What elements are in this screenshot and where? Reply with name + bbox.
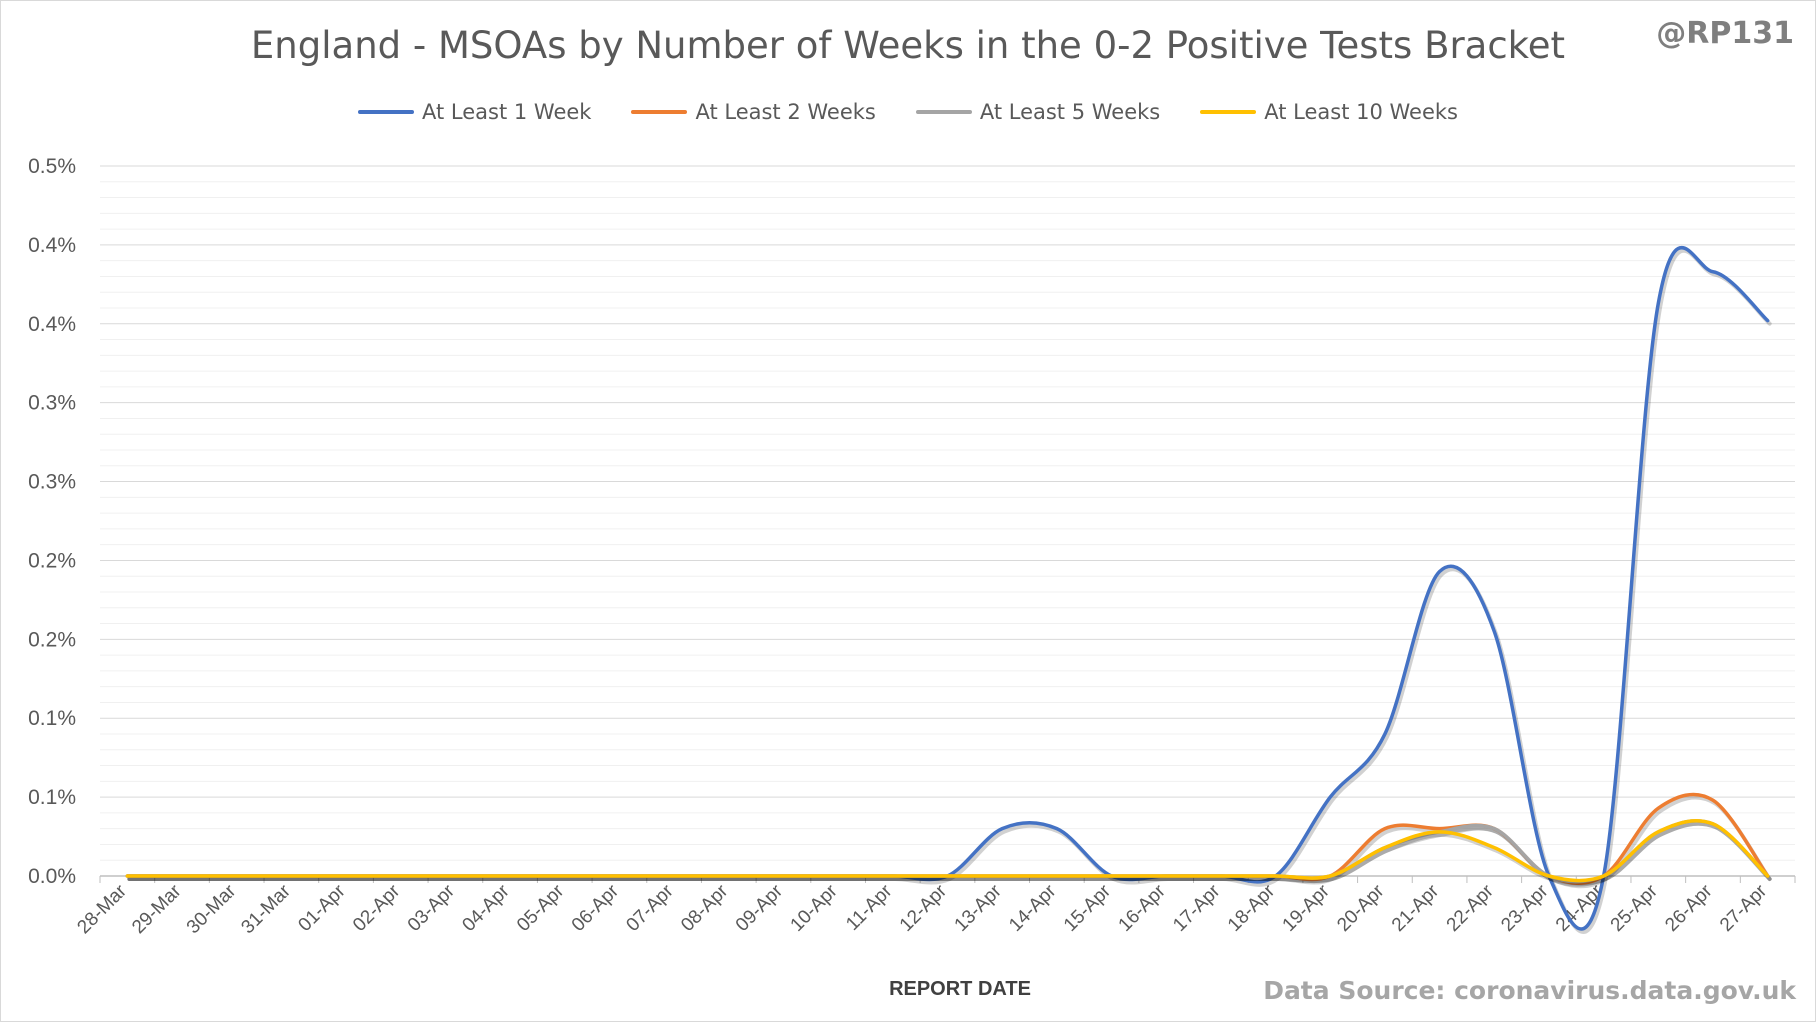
x-tick-label: 30-Mar [183, 880, 241, 938]
legend-item-at-least-2-weeks: At Least 2 Weeks [631, 100, 876, 124]
legend-label: At Least 10 Weeks [1264, 100, 1458, 124]
y-tick-label: 0.3% [28, 392, 76, 415]
x-tick-label: 08-Apr [677, 880, 733, 936]
x-tick-label: 22-Apr [1443, 880, 1499, 936]
x-tick-label: 17-Apr [1169, 880, 1225, 936]
y-tick-label: 0.4% [28, 234, 76, 257]
x-tick-label: 31-Mar [237, 880, 295, 938]
x-tick-label: 10-Apr [787, 880, 843, 936]
x-tick-label: 25-Apr [1607, 880, 1663, 936]
x-tick-label: 21-Apr [1388, 880, 1444, 936]
legend-label: At Least 1 Week [422, 100, 592, 124]
x-tick-label: 23-Apr [1497, 880, 1553, 936]
x-tick-label: 04-Apr [458, 880, 514, 936]
x-tick-label: 16-Apr [1115, 880, 1171, 936]
x-tick-label: 18-Apr [1224, 880, 1280, 936]
series-line-at-least-10-weeks [125, 819, 1770, 883]
x-tick-label: 29-Mar [128, 880, 186, 938]
legend-label: At Least 5 Weeks [979, 100, 1161, 124]
y-tick-label: 0.2% [28, 628, 76, 651]
legend-swatch [358, 110, 414, 114]
legend-swatch [631, 110, 688, 114]
x-tick-label: 27-Apr [1716, 880, 1772, 936]
series-shadow [127, 821, 1772, 886]
x-tick-label: 07-Apr [622, 880, 678, 936]
x-tick-label: 11-Apr [842, 880, 897, 935]
legend-label: At Least 2 Weeks [695, 100, 876, 124]
y-tick-label: 0.0% [28, 865, 76, 888]
chart-title: England - MSOAs by Number of Weeks in th… [250, 24, 1566, 67]
series-line-at-least-5-weeks [125, 819, 1770, 884]
series-line-at-least-2-weeks [125, 792, 1770, 885]
series-shadow [127, 248, 1772, 934]
x-tick-label: 15-Apr [1060, 880, 1116, 936]
x-tick-label: 01-Apr [294, 880, 350, 936]
x-tick-label: 05-Apr [513, 880, 569, 936]
legend-swatch [1200, 110, 1257, 114]
x-tick-label: 14-Apr [1005, 880, 1061, 936]
author-handle: @RP131 [1656, 16, 1794, 51]
y-tick-label: 0.1% [28, 786, 76, 809]
legend-item-at-least-10-weeks: At Least 10 Weeks [1200, 100, 1458, 124]
x-tick-label: 03-Apr [404, 880, 460, 936]
x-tick-label: 28-Mar [73, 880, 131, 938]
x-tick-label: 09-Apr [732, 880, 788, 936]
y-tick-label: 0.2% [28, 549, 76, 572]
x-tick-label: 02-Apr [349, 880, 405, 936]
x-axis-title: REPORT DATE [889, 978, 1031, 1000]
series-shadow [127, 795, 1772, 889]
y-tick-label: 0.5% [28, 155, 76, 178]
x-tick-label: 26-Apr [1661, 880, 1717, 936]
x-tick-label: 12-Apr [896, 880, 952, 936]
y-tick-label: 0.3% [28, 471, 76, 494]
y-tick-label: 0.4% [28, 313, 76, 336]
series-line-at-least-1-week [125, 245, 1770, 931]
x-tick-label: 13-Apr [951, 880, 1007, 936]
y-tick-label: 0.1% [28, 707, 76, 730]
x-tick-label: 19-Apr [1279, 880, 1335, 936]
x-tick-label: 20-Apr [1333, 880, 1389, 936]
x-tick-label: 06-Apr [568, 880, 624, 936]
legend-swatch [915, 110, 972, 114]
data-source-note: Data Source: coronavirus.data.gov.uk [1263, 976, 1796, 1005]
legend-item-at-least-1-week: At Least 1 Week [358, 100, 591, 124]
legend: At Least 1 Week At Least 2 Weeks At Leas… [0, 100, 1816, 124]
legend-item-at-least-5-weeks: At Least 5 Weeks [915, 100, 1161, 124]
